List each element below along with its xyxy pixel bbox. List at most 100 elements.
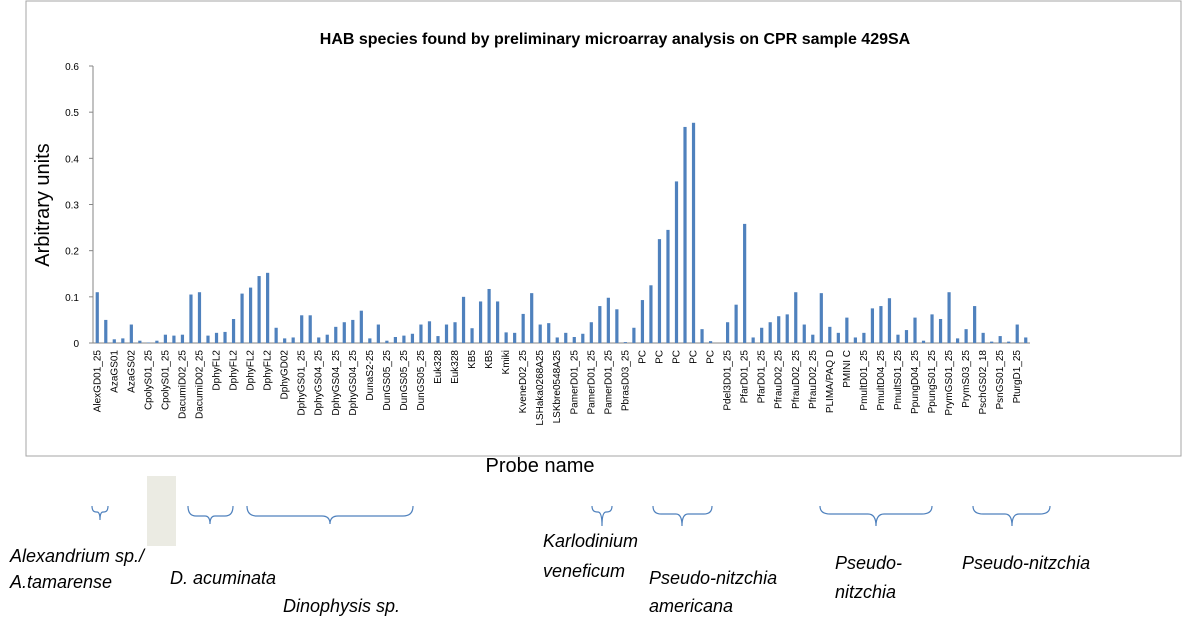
bar [343, 322, 346, 343]
y-tick-label: 0.4 [65, 154, 79, 165]
bar [956, 338, 959, 343]
bar [590, 322, 593, 343]
annotation: Karlodinium [543, 531, 638, 551]
bar [505, 332, 508, 343]
bar [683, 127, 686, 343]
y-tick-label: 0.1 [65, 293, 79, 304]
bar [854, 337, 857, 343]
y-tick-label: 0.2 [65, 247, 79, 258]
bar [888, 298, 891, 343]
x-tick-label: DunGS05_25 [399, 350, 410, 411]
bar [760, 328, 763, 343]
bar [232, 319, 235, 343]
x-tick-label: PfrauD02_25 [791, 350, 802, 409]
bar [138, 341, 141, 343]
x-tick-label: AzaGS02 [126, 350, 137, 393]
bar [326, 335, 329, 343]
x-tick-label: DphyFL2 [212, 350, 223, 391]
bar [735, 305, 738, 343]
bar [547, 323, 550, 343]
bar [811, 335, 814, 343]
bar [692, 123, 695, 343]
x-tick-label: PC [689, 350, 700, 364]
bar [913, 318, 916, 343]
x-tick-label: LSKbre0548A25 [552, 350, 563, 424]
y-tick-label: 0.6 [65, 62, 79, 73]
x-tick-label: Euk328 [433, 350, 444, 384]
x-tick-label: PpungD04_25 [910, 350, 921, 414]
bar [973, 306, 976, 343]
x-tick-label: PfrauD02_25 [774, 350, 785, 409]
bar [522, 314, 525, 343]
y-tick-label: 0.5 [65, 108, 79, 119]
bar [539, 325, 542, 343]
bar [411, 334, 414, 343]
bar [556, 337, 559, 343]
x-tick-label: PLIMA/PAQ D [825, 350, 836, 413]
bar [309, 315, 312, 343]
bar [249, 288, 252, 343]
bar [360, 311, 363, 343]
x-tick-label: PpungS01_25 [927, 350, 938, 414]
x-tick-label: DphyGS04_25 [348, 350, 359, 416]
bar [130, 325, 133, 343]
bar [700, 329, 703, 343]
x-tick-label: DphyGS01_25 [297, 350, 308, 416]
x-tick-label: DphyFL2 [263, 350, 274, 391]
x-tick-label: Euk328 [450, 350, 461, 384]
bar [453, 322, 456, 343]
bar [530, 293, 533, 343]
bar [164, 335, 167, 343]
bar [104, 320, 107, 343]
bar [223, 332, 226, 343]
bar [292, 337, 295, 343]
annotation: nitzchia [835, 582, 896, 602]
bar [726, 322, 729, 343]
bar [581, 334, 584, 343]
bar [121, 338, 124, 343]
bar [990, 342, 993, 343]
bar [820, 293, 823, 343]
bar [879, 306, 882, 343]
bar [258, 276, 261, 343]
x-tick-label: Pdel3D01_25 [723, 350, 734, 411]
x-tick-label: DphyFL2 [229, 350, 240, 391]
bar [1024, 337, 1027, 343]
bar [666, 230, 669, 343]
bar [965, 329, 968, 343]
highlight-box [147, 476, 176, 546]
x-tick-label: KveneD02_25 [518, 350, 529, 414]
x-tick-label: PfarD01_25 [757, 350, 768, 404]
annotation: Alexandrium sp./ [9, 546, 146, 566]
bar [615, 309, 618, 343]
bar [436, 336, 439, 343]
annotation: Pseudo-nitzchia [962, 553, 1090, 573]
bar [419, 325, 422, 343]
bar [649, 285, 652, 343]
bar [999, 336, 1002, 343]
bar [462, 297, 465, 343]
bar [368, 338, 371, 343]
x-tick-label: DunGS05_25 [416, 350, 427, 411]
x-tick-label: PC [671, 350, 682, 364]
bar [607, 298, 610, 343]
annotation: Pseudo- [835, 553, 902, 573]
x-tick-label: PC [706, 350, 717, 364]
x-tick-label: PrymGS01_25 [944, 350, 955, 416]
bar [513, 333, 516, 343]
bar [283, 338, 286, 343]
bar [428, 321, 431, 343]
bar [479, 301, 482, 343]
bar [709, 341, 712, 343]
x-tick-label: KB5 [484, 350, 495, 369]
x-tick-label: PamerD01_25 [603, 350, 614, 415]
bar [862, 333, 865, 343]
bar [377, 325, 380, 343]
bar [181, 335, 184, 343]
bar [930, 314, 933, 343]
bar [743, 224, 746, 343]
bar [828, 327, 831, 343]
x-tick-label: PC [654, 350, 665, 364]
annotation: D. acuminata [170, 568, 276, 588]
